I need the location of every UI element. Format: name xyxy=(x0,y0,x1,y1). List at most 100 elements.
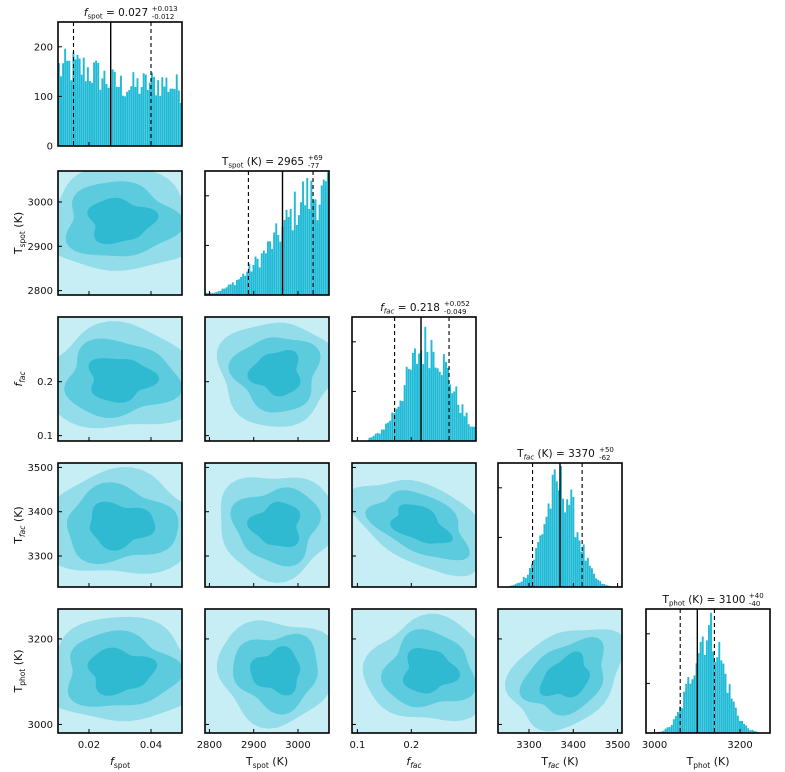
hist-bar xyxy=(471,426,474,441)
hist-bar xyxy=(393,413,396,441)
hist-bar xyxy=(432,351,435,441)
x-tick-label: 0.1 xyxy=(349,740,365,751)
hist-bar xyxy=(440,375,443,441)
hist-bar xyxy=(574,537,577,587)
y-tick-label: 3300 xyxy=(28,552,53,563)
x-tick-label: 3000 xyxy=(285,740,310,751)
hist-bar xyxy=(599,581,602,587)
hist-bar xyxy=(549,508,552,587)
hist-bar xyxy=(376,432,379,441)
hist-bar xyxy=(685,683,688,733)
hist-frame xyxy=(645,608,771,734)
x-axis-label-tfac: Tfac (K) xyxy=(540,755,578,770)
err-plus: +69 xyxy=(308,154,323,162)
svg-text:fspot: fspot xyxy=(110,755,130,770)
hist-bar xyxy=(664,728,667,733)
hist-bar xyxy=(449,384,452,441)
hist-bar xyxy=(428,368,431,441)
hist-bar xyxy=(117,87,120,146)
hist-bar xyxy=(285,209,288,295)
hist-bar xyxy=(533,559,536,587)
hist-bar xyxy=(728,684,731,733)
y-tick-label: 100 xyxy=(34,92,53,103)
hist-bar xyxy=(233,285,236,295)
hist-bar xyxy=(161,77,164,146)
hist-bar xyxy=(146,89,149,146)
contour-panel-fspot-tphot: 0.02 0.04 3000 3200 xyxy=(28,608,183,751)
hist-bar xyxy=(122,95,124,146)
hist-bar xyxy=(99,89,102,146)
hist-bar xyxy=(300,202,302,295)
hist-bar xyxy=(537,542,540,587)
hist-bar xyxy=(603,584,606,587)
contour-frame xyxy=(57,170,183,296)
contour-level-1sigma xyxy=(87,197,159,245)
contour-panel-tspot-tphot: 2800 2900 3000 xyxy=(197,608,330,751)
hist-bar xyxy=(320,185,323,295)
hist-bar xyxy=(275,223,278,295)
hist-bar xyxy=(58,63,60,146)
hist-bar xyxy=(318,204,321,295)
x-tick-label: 3200 xyxy=(727,740,752,751)
hist-bar xyxy=(138,93,141,146)
err-minus: -0.049 xyxy=(444,308,467,316)
hist-bar xyxy=(749,730,752,733)
hist-bar xyxy=(326,172,329,295)
hist-bar xyxy=(132,72,135,146)
hist-bar xyxy=(277,235,280,295)
hist-title-errors: +40-40 xyxy=(749,592,764,608)
hist-bar xyxy=(308,208,311,295)
hist-bar xyxy=(722,663,725,733)
contour-level-1sigma xyxy=(247,350,301,397)
hist-bar xyxy=(111,69,114,146)
hist-bar xyxy=(739,720,741,733)
hist-bar xyxy=(524,578,527,587)
hist-bar xyxy=(254,256,257,295)
x-axis-label-tphot: Tphot (K) xyxy=(685,755,729,770)
hist-bar xyxy=(512,585,515,587)
hist-bar xyxy=(741,720,743,733)
hist-title: Tfac (K) = 3370 xyxy=(516,448,595,462)
hist-bar xyxy=(562,498,564,587)
hist-bar xyxy=(273,232,276,295)
y-tick-label: 2800 xyxy=(28,286,53,297)
contour-levels xyxy=(498,609,622,733)
hist-bar xyxy=(457,404,460,441)
hist-bar xyxy=(424,326,427,441)
hist-bar xyxy=(82,57,85,146)
hist-bar xyxy=(459,412,462,441)
hist-bar xyxy=(244,275,247,295)
hist-bar xyxy=(389,420,392,441)
hist-bar xyxy=(293,191,296,295)
hist-bar xyxy=(242,273,245,295)
hist-bar xyxy=(248,263,251,295)
hist-bar xyxy=(724,673,727,733)
hist-bar xyxy=(535,547,538,587)
hist-bar xyxy=(128,90,131,146)
hist-bar xyxy=(597,579,600,587)
hist-bar xyxy=(564,512,567,587)
hist-bar xyxy=(687,676,690,733)
hist-bar xyxy=(298,215,300,295)
hist-bar xyxy=(422,364,425,441)
hist-title-errors: +69-77 xyxy=(308,154,323,170)
hist-bar xyxy=(175,74,178,146)
hist-bar xyxy=(267,241,269,295)
hist-bar xyxy=(316,220,319,295)
contour-frame xyxy=(351,608,477,734)
histogram-tspot: Tspot (K) = 2965 +69-77 xyxy=(204,154,330,296)
hist-bar xyxy=(165,77,168,146)
hist-bar xyxy=(403,385,406,441)
contour-panel-fspot-tspot: 2800 2900 3000 xyxy=(28,170,183,297)
hist-bar xyxy=(436,368,439,441)
hist-bar xyxy=(136,78,139,146)
hist-bar xyxy=(453,391,456,441)
contour-level-1sigma xyxy=(87,647,158,696)
hist-bar xyxy=(291,230,294,295)
hist-bar xyxy=(674,715,677,733)
hist-bar xyxy=(227,284,230,295)
hist-bar xyxy=(76,54,79,146)
hist-frame xyxy=(57,21,183,147)
err-plus: +0.013 xyxy=(152,5,178,13)
hist-bar xyxy=(279,241,282,295)
